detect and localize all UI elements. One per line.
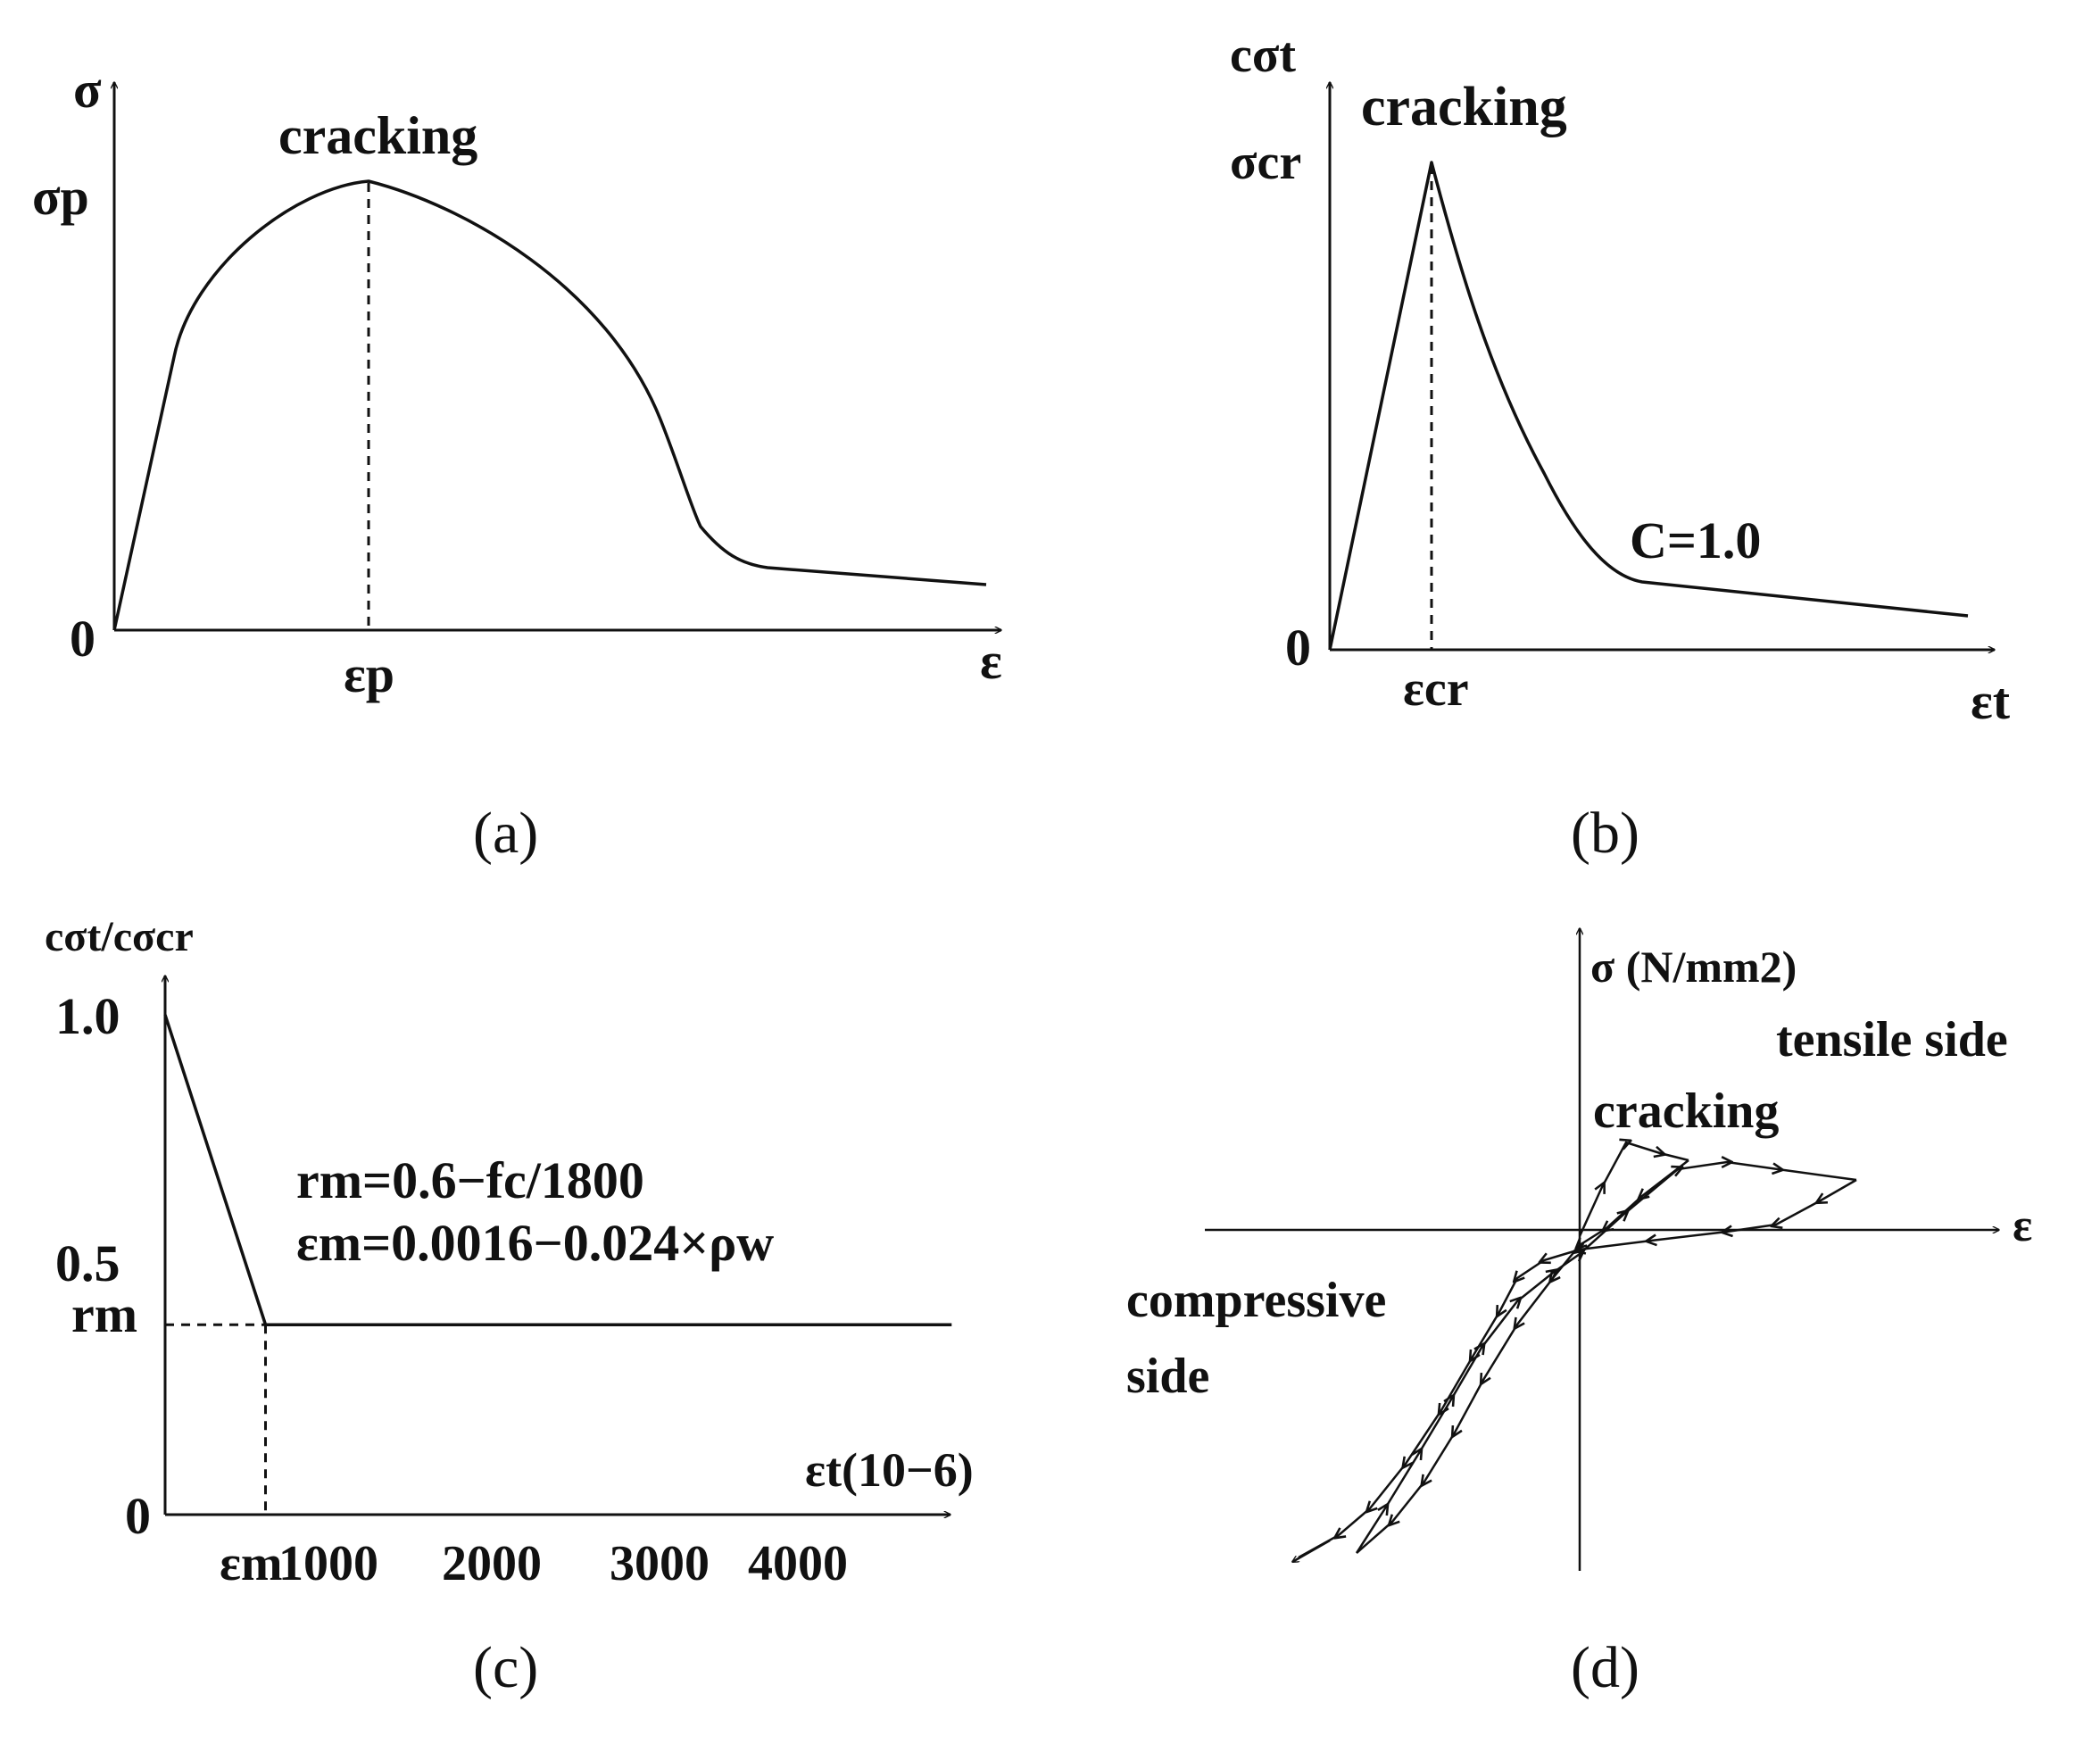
panel-d-tensile-label: tensile side bbox=[1776, 1012, 2008, 1067]
panel-d-loop-path bbox=[1298, 1178, 1857, 1559]
panel-b-tension-softening-curve bbox=[1328, 161, 1969, 651]
panel-a-peak-stress-label: σp bbox=[32, 168, 89, 226]
panel-a-peak-strain-label: εp bbox=[344, 645, 394, 703]
panel-b-cracking-label: cracking bbox=[1361, 77, 1567, 137]
panel-d-x-label: ε bbox=[2013, 1200, 2032, 1251]
panel-c-formula-rm: rm=0.6−fc/1800 bbox=[296, 1151, 644, 1209]
panel-b-peak-stress-label: σcr bbox=[1230, 135, 1301, 190]
panel-d: σ (N/mm2) ε tensile side cracking compre… bbox=[1126, 928, 2032, 1700]
panel-c-x-label: εt(10−6) bbox=[805, 1443, 974, 1497]
y-tick-label: 1.0 bbox=[55, 987, 120, 1045]
panel-d-caption: (d) bbox=[1571, 1635, 1639, 1700]
panel-a-y-label: σ bbox=[73, 61, 102, 119]
panel-a-caption: (a) bbox=[473, 801, 538, 866]
panel-d-compressive-label: compressive bbox=[1126, 1273, 1386, 1328]
x-tick-label: εm bbox=[220, 1536, 283, 1591]
panel-b: cσt σcr 0 εcr εt cracking C=1.0 (b) bbox=[1230, 28, 2011, 866]
panel-a-origin-label: 0 bbox=[70, 610, 95, 668]
panel-d-side-label: side bbox=[1126, 1349, 1209, 1404]
panel-c-caption: (c) bbox=[473, 1635, 538, 1700]
y-tick-label: 0 bbox=[125, 1487, 151, 1545]
panel-b-y-label: cσt bbox=[1230, 28, 1296, 83]
panel-b-parameter-label: C=1.0 bbox=[1630, 511, 1761, 569]
y-tick-label: 0.5 bbox=[55, 1234, 120, 1292]
panel-a: σ σp 0 εp ε cracking (a) bbox=[32, 61, 1002, 866]
x-tick-label: 2000 bbox=[442, 1536, 542, 1591]
panel-c-formula-em: εm=0.0016−0.024×ρw bbox=[296, 1214, 774, 1272]
panel-a-cracking-label: cracking bbox=[278, 106, 477, 165]
panel-a-x-label: ε bbox=[980, 632, 1002, 690]
panel-b-x-label: εt bbox=[1971, 672, 2011, 730]
panel-c-y-label: cσt/cσcr bbox=[45, 913, 194, 960]
panel-d-arrow-tip bbox=[1292, 1539, 1331, 1564]
x-tick-label: 4000 bbox=[748, 1536, 848, 1591]
y-tick-label: rm bbox=[71, 1285, 137, 1343]
x-tick-label: 1000 bbox=[278, 1536, 378, 1591]
panel-d-loop-path bbox=[1578, 1142, 1689, 1237]
panel-c: cσt/cσcr 1.0 0.5 rm 0 εm 1000 2000 3000 … bbox=[45, 913, 974, 1700]
panel-a-stress-strain-curve bbox=[112, 179, 987, 631]
x-tick-label: 3000 bbox=[610, 1536, 710, 1591]
panel-b-caption: (b) bbox=[1571, 801, 1639, 866]
panel-d-cracking-label: cracking bbox=[1593, 1084, 1779, 1139]
panel-b-peak-strain-label: εcr bbox=[1403, 661, 1469, 717]
panel-d-y-label: σ (N/mm2) bbox=[1590, 942, 1797, 992]
panel-b-origin-label: 0 bbox=[1285, 619, 1311, 677]
panel-d-loop-path bbox=[1356, 1159, 1689, 1554]
